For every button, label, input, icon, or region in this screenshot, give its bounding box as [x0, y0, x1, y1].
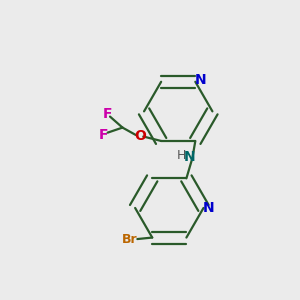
Text: N: N: [203, 201, 215, 215]
Text: H: H: [176, 149, 186, 162]
Text: O: O: [134, 129, 146, 142]
Text: Br: Br: [122, 232, 138, 245]
Text: N: N: [184, 150, 196, 164]
Text: F: F: [102, 107, 112, 121]
Text: F: F: [98, 128, 108, 142]
Text: N: N: [194, 73, 206, 87]
